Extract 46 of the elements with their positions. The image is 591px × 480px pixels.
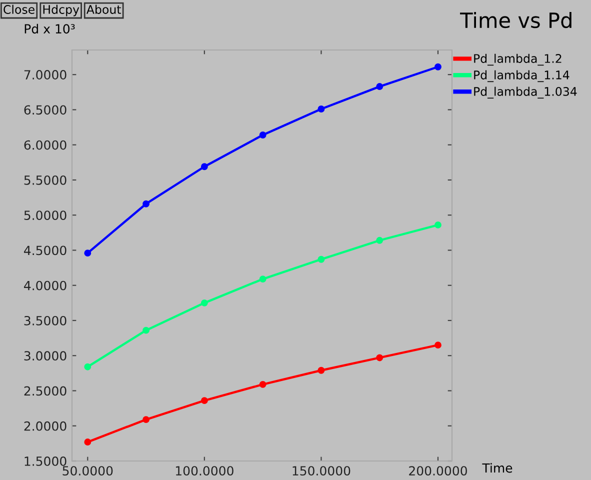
legend-label: Pd_lambda_1.034 [474, 86, 577, 99]
point [434, 221, 442, 228]
point [84, 250, 92, 257]
y-tick-label: 6.5000 [24, 105, 66, 115]
y-tick-label: 2.0000 [24, 421, 66, 431]
point [434, 342, 442, 349]
text: About [86, 4, 122, 14]
point [376, 354, 384, 362]
point [142, 416, 150, 424]
y-tick-label: 3.5000 [24, 316, 66, 326]
y-tick-label: 2.5000 [24, 386, 66, 396]
x-tick-label: 50.0000 [62, 466, 113, 476]
text: Time vs Pd [460, 12, 572, 28]
legend-label: Pd_lambda_1.2 [474, 54, 562, 66]
text: Close [4, 4, 34, 14]
y-tick-label: 6.0000 [24, 140, 66, 150]
y-tick-label: 5.5000 [24, 175, 66, 185]
x-tick-label: 150.0000 [292, 466, 350, 476]
y-tick-label: 4.0000 [24, 280, 66, 290]
point [318, 256, 325, 263]
point [434, 63, 442, 70]
text: Hdcpy [43, 4, 80, 16]
point [200, 397, 208, 404]
point [142, 326, 150, 334]
y-tick-label: 7.0000 [24, 70, 66, 80]
point [84, 438, 92, 446]
point [376, 83, 384, 90]
point [259, 132, 266, 138]
point [376, 236, 384, 244]
y-tick-label: 3.0000 [24, 351, 66, 361]
legend-label: Pd_lambda_1.14 [474, 70, 570, 82]
x-tick-label: 200.0000 [409, 466, 467, 476]
y-tick-label: 4.5000 [24, 246, 66, 256]
x-axis-title: Time [482, 463, 512, 473]
point [200, 163, 208, 170]
point [259, 380, 266, 388]
point [259, 276, 266, 283]
point [84, 363, 92, 370]
y-tick-label: 1.5000 [24, 456, 66, 466]
point [318, 366, 325, 374]
y-tick-label: 5.0000 [24, 210, 66, 220]
point [318, 106, 325, 112]
y-axis-title: Pd x 10³ [24, 24, 75, 34]
point [200, 299, 208, 306]
point [142, 200, 150, 208]
x-tick-label: 100.0000 [176, 466, 234, 476]
